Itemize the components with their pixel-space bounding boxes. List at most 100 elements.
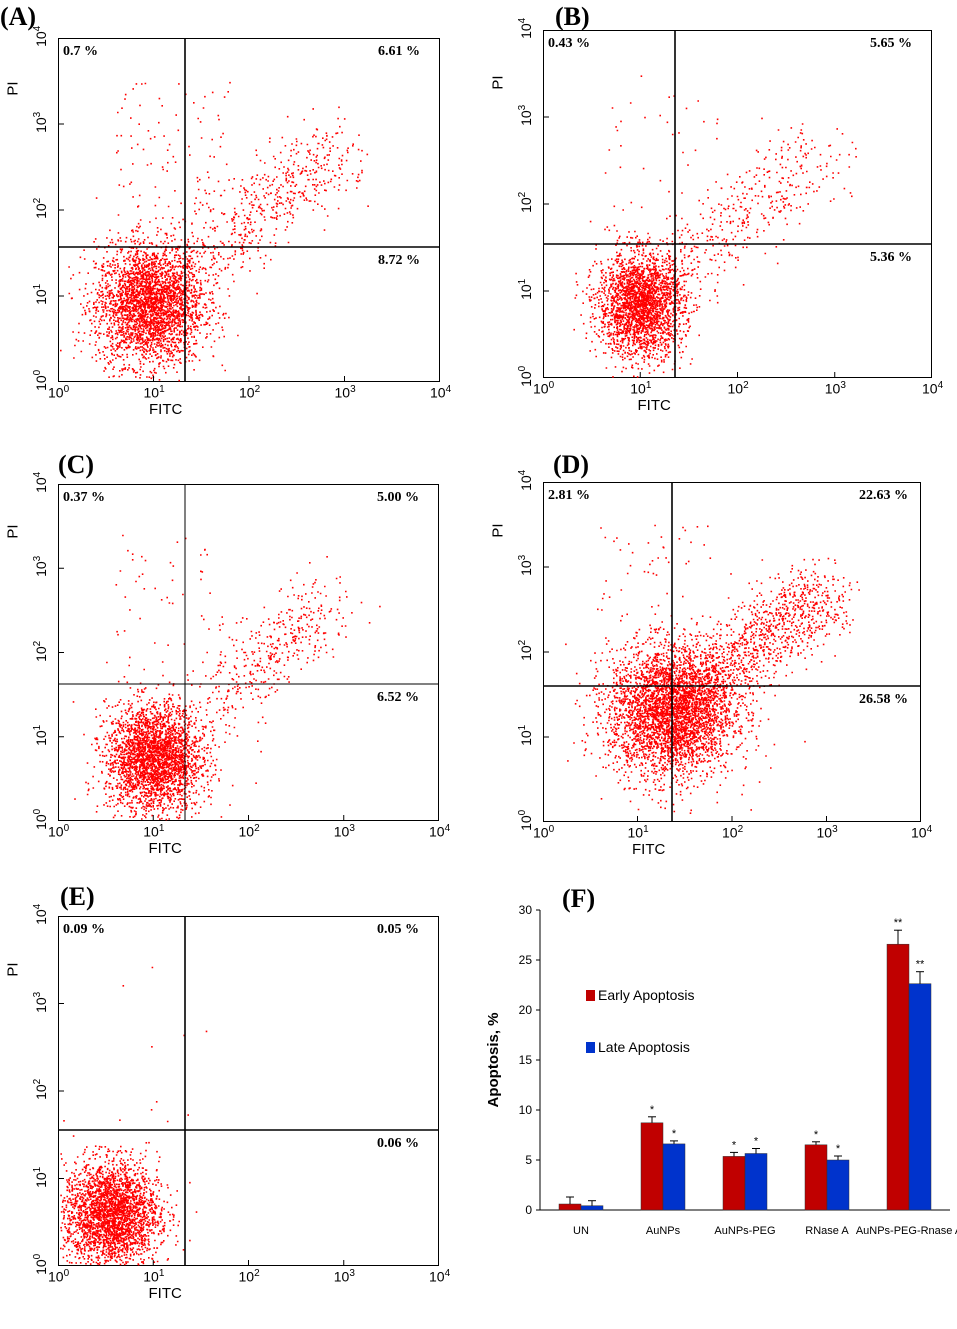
panel-f: (F) 0 5 10 15 20 25 30 Apoptosis, % UN * * AuNPs * * A…: [470, 882, 957, 1329]
y-tick-label: 15: [519, 1053, 533, 1067]
y-tick-label: 101: [517, 724, 534, 746]
event-dots: [60, 966, 208, 1266]
y-tick-label: 100: [517, 365, 534, 387]
y-tick-label: 103: [517, 104, 534, 126]
y-tick-label: 102: [32, 1078, 49, 1100]
x-tick-label: 102: [238, 1268, 260, 1285]
x-tick-label: 103: [333, 823, 355, 840]
y-axis-title: Apoptosis, %: [485, 1012, 502, 1107]
y-tick-label: 104: [517, 17, 534, 39]
x-axis-title: FITC: [149, 401, 183, 418]
x-tick-label: RNase A: [805, 1225, 849, 1237]
quadrant-upper-left-percent: 0.09 %: [63, 922, 105, 937]
bar-late: [662, 1143, 686, 1211]
quadrant-upper-right-percent: 6.61 %: [378, 44, 420, 59]
significance-mark: *: [836, 1143, 841, 1155]
significance-mark: *: [672, 1128, 677, 1140]
scatter-dots: [58, 916, 439, 1266]
x-tick-label: 104: [430, 384, 452, 401]
x-tick-label: AuNPs-PEG: [714, 1225, 775, 1237]
legend-label: Early Apoptosis: [598, 987, 695, 1003]
scatter-dots: [543, 30, 932, 378]
bar-early: [558, 1203, 582, 1211]
legend-label: Late Apoptosis: [598, 1039, 690, 1055]
y-tick-label: 102: [32, 640, 49, 662]
y-tick-label: 100: [517, 809, 534, 831]
x-tick-label: 100: [48, 823, 70, 840]
x-tick-label: 102: [239, 384, 261, 401]
panel-b-label: (B): [555, 2, 590, 31]
y-tick-label: 100: [32, 369, 49, 391]
x-tick-label: 101: [630, 380, 652, 397]
x-tick-label: 101: [627, 824, 649, 841]
y-tick-label: 102: [517, 639, 534, 661]
x-tick-label: 100: [533, 824, 555, 841]
quadrant-lower-right-percent: 0.06 %: [377, 1136, 419, 1151]
y-axis-title: PI: [4, 81, 22, 96]
y-tick-label: 10: [519, 1103, 533, 1117]
y-tick-label: 101: [517, 278, 534, 300]
x-tick-label: 100: [533, 380, 555, 397]
y-tick-label: 25: [519, 953, 533, 967]
y-axis-title: PI: [4, 523, 22, 539]
quadrant-upper-left-percent: 2.81 %: [548, 488, 590, 503]
x-axis-title: FITC: [148, 1285, 182, 1302]
quadrant-upper-left-percent: 0.43 %: [548, 36, 590, 51]
significance-mark: *: [732, 1139, 737, 1151]
y-tick-label: 30: [519, 903, 533, 917]
event-dots: [72, 534, 381, 821]
significance-mark: **: [894, 917, 903, 929]
quadrant-upper-left-percent: 0.37 %: [63, 490, 105, 505]
y-tick-label: 104: [32, 471, 49, 493]
y-tick-label: 102: [32, 197, 49, 219]
y-tick-label: 103: [517, 554, 534, 576]
y-axis-title: PI: [489, 75, 507, 90]
event-dots: [565, 524, 860, 814]
x-tick-label: 104: [429, 823, 451, 840]
bar-early: [886, 943, 910, 1211]
bar-late: [744, 1153, 768, 1211]
y-tick-label: 102: [517, 191, 534, 213]
legend-swatch-early: [586, 990, 595, 1001]
panel-a-label: (A): [0, 2, 37, 31]
y-tick-label: 5: [525, 1153, 532, 1167]
x-tick-label: 104: [922, 380, 944, 397]
y-axis-title: PI: [489, 523, 507, 538]
x-axis-title: FITC: [632, 841, 666, 858]
event-dots: [60, 81, 369, 382]
x-tick-label: 100: [48, 384, 70, 401]
legend-swatch-late: [586, 1042, 595, 1053]
y-tick-label: 103: [32, 991, 49, 1013]
x-tick-label: 103: [333, 1268, 355, 1285]
y-tick-label: 104: [517, 469, 534, 491]
quadrant-upper-right-percent: 22.63 %: [859, 488, 908, 503]
panel-e-label: (E): [60, 882, 95, 911]
x-tick-label: 101: [143, 823, 165, 840]
bar-early: [722, 1156, 746, 1211]
x-tick-label: 104: [429, 1268, 451, 1285]
bar-early: [804, 1144, 828, 1211]
scatter-dots: [58, 38, 440, 382]
event-dots: [573, 75, 857, 378]
quadrant-upper-right-percent: 0.05 %: [377, 922, 419, 937]
x-tick-label: 102: [238, 823, 260, 840]
scatter-plot-area: [543, 30, 932, 378]
panel-c-label: (C): [58, 450, 95, 479]
quadrant-upper-right-percent: 5.65 %: [870, 36, 912, 51]
significance-mark: *: [650, 1104, 655, 1116]
quadrant-lower-right-percent: 26.58 %: [859, 692, 908, 707]
bar-late: [580, 1205, 604, 1211]
significance-mark: *: [814, 1129, 819, 1141]
bar-late: [908, 983, 932, 1211]
quadrant-lower-right-percent: 5.36 %: [870, 250, 912, 265]
x-tick-label: 100: [48, 1268, 70, 1285]
y-tick-label: 103: [32, 111, 49, 133]
y-tick-label: 100: [32, 808, 49, 830]
x-tick-label: 101: [143, 384, 165, 401]
y-tick-label: 100: [32, 1253, 49, 1275]
x-axis-title: FITC: [148, 840, 182, 857]
x-tick-label: 103: [816, 824, 838, 841]
x-tick-label: 101: [143, 1268, 165, 1285]
bar-late: [826, 1159, 850, 1211]
bar-early: [640, 1122, 664, 1211]
